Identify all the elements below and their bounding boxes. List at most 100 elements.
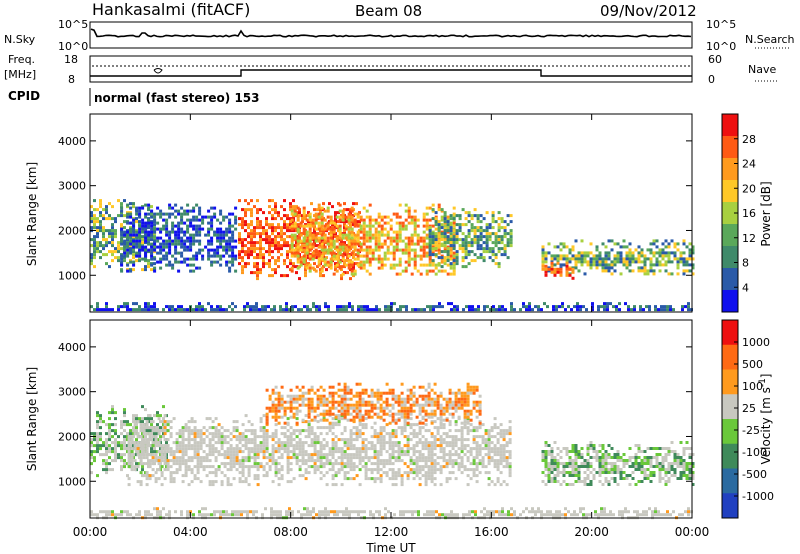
echo-cell-0 xyxy=(147,459,150,463)
echo-cell-1 xyxy=(475,447,479,451)
echo-cell-7 xyxy=(231,302,234,306)
echo-cell-2 xyxy=(274,217,277,221)
echo-cell-1 xyxy=(202,465,206,469)
echo-cell-1 xyxy=(466,483,470,487)
echo-cell-1 xyxy=(145,432,149,436)
echo-cell-1 xyxy=(141,257,145,261)
echo-cell-3 xyxy=(371,257,375,261)
echo-cell-3 xyxy=(389,239,393,243)
echo-cell-0 xyxy=(144,268,147,272)
echo-cell-2 xyxy=(277,259,280,263)
echo-cell-1 xyxy=(466,456,470,460)
echo-cell-1 xyxy=(126,203,130,207)
echo-cell-1 xyxy=(235,429,239,433)
echo-cell-5 xyxy=(544,254,548,258)
echo-cell-3 xyxy=(347,239,351,243)
echo-cell-5 xyxy=(553,254,557,258)
echo-cell-2 xyxy=(271,229,274,233)
echo-cell-2 xyxy=(271,415,275,419)
echo-cell-1 xyxy=(262,465,266,469)
echo-cell-4 xyxy=(434,244,438,248)
echo-cell-1 xyxy=(168,251,172,255)
echo-cell-1 xyxy=(229,468,233,472)
freq-panel-frame xyxy=(89,55,693,83)
echo-cell-1 xyxy=(397,459,401,463)
echo-cell-5 xyxy=(580,239,584,243)
echo-cell-0 xyxy=(132,256,135,260)
echo-cell-5 xyxy=(577,260,581,264)
echo-cell-0 xyxy=(99,202,102,206)
echo-cell-1 xyxy=(147,212,151,216)
echo-cell-2 xyxy=(253,256,256,260)
echo-cell-4 xyxy=(470,259,474,263)
echo-cell-1 xyxy=(192,209,196,213)
echo-cell-7 xyxy=(387,305,390,309)
echo-cell-1 xyxy=(502,435,506,439)
echo-cell-1 xyxy=(283,432,287,436)
echo-cell-2 xyxy=(250,250,253,254)
echo-cell-2 xyxy=(244,262,247,266)
echo-cell-1 xyxy=(373,429,377,433)
echo-cell-5 xyxy=(664,263,668,267)
echo-cell-2 xyxy=(319,412,323,416)
echo-cell-1 xyxy=(352,447,356,451)
echo-cell-1 xyxy=(142,429,146,433)
echo-cell-3 xyxy=(392,257,396,261)
echo-cell-1 xyxy=(376,459,380,463)
echo-cell-1 xyxy=(418,420,422,424)
echo-cell-3 xyxy=(431,263,435,267)
echo-cell-4 xyxy=(467,220,471,224)
echo-cell-5 xyxy=(619,260,623,264)
echo-cell-1 xyxy=(439,435,443,439)
echo-cell-7 xyxy=(573,305,576,309)
echo-cell-5 xyxy=(637,269,641,273)
echo-cell-1 xyxy=(214,450,218,454)
echo-cell-1 xyxy=(292,444,296,448)
echo-cell-1 xyxy=(340,465,344,469)
echo-cell-1 xyxy=(403,444,407,448)
echo-cell-3 xyxy=(341,248,345,252)
echo-cell-0 xyxy=(117,456,120,460)
echo-cell-3 xyxy=(296,236,300,240)
echo-cell-4 xyxy=(467,241,471,245)
echo-cell-0 xyxy=(159,465,162,469)
echo-cell-7 xyxy=(279,308,282,312)
echo-cell-1 xyxy=(376,432,380,436)
echo-cell-3 xyxy=(449,251,453,255)
echo-cell-3 xyxy=(356,251,360,255)
echo-cell-1 xyxy=(316,426,320,430)
echo-cell-4 xyxy=(488,232,492,236)
echo-cell-3 xyxy=(347,266,351,270)
echo-cell-5 xyxy=(607,269,611,273)
echo-cell-1 xyxy=(144,212,148,216)
echo-cell-1 xyxy=(213,248,217,252)
echo-cell-4 xyxy=(431,238,435,242)
echo-cell-1 xyxy=(298,453,302,457)
echo-cell-0 xyxy=(120,456,123,460)
echo-cell-3 xyxy=(404,203,408,207)
echo-cell-1 xyxy=(457,465,461,469)
echo-cell-1 xyxy=(322,447,326,451)
echo-cell-0 xyxy=(141,268,144,272)
echo-cell-2 xyxy=(346,259,349,263)
echo-cell-0 xyxy=(90,256,93,260)
echo-cell-3 xyxy=(425,242,429,246)
echo-cell-3 xyxy=(308,257,312,261)
echo-cell-1 xyxy=(430,432,434,436)
echo-cell-7 xyxy=(249,308,252,312)
echo-cell-6 xyxy=(544,267,548,271)
echo-cell-1 xyxy=(169,474,173,478)
echo-cell-2 xyxy=(289,235,292,239)
echo-cell-0 xyxy=(93,438,96,442)
echo-cell-3 xyxy=(404,245,408,249)
echo-cell-0 xyxy=(135,462,138,466)
echo-cell-3 xyxy=(452,269,456,273)
echo-cell-1 xyxy=(316,441,320,445)
echo-cell-4 xyxy=(440,226,444,230)
echo-cell-1 xyxy=(277,450,281,454)
echo-cell-2 xyxy=(358,220,361,224)
echo-cell-3 xyxy=(419,254,423,258)
echo-cell-4 xyxy=(494,244,498,248)
echo-cell-1 xyxy=(508,462,512,466)
echo-cell-1 xyxy=(198,212,202,216)
